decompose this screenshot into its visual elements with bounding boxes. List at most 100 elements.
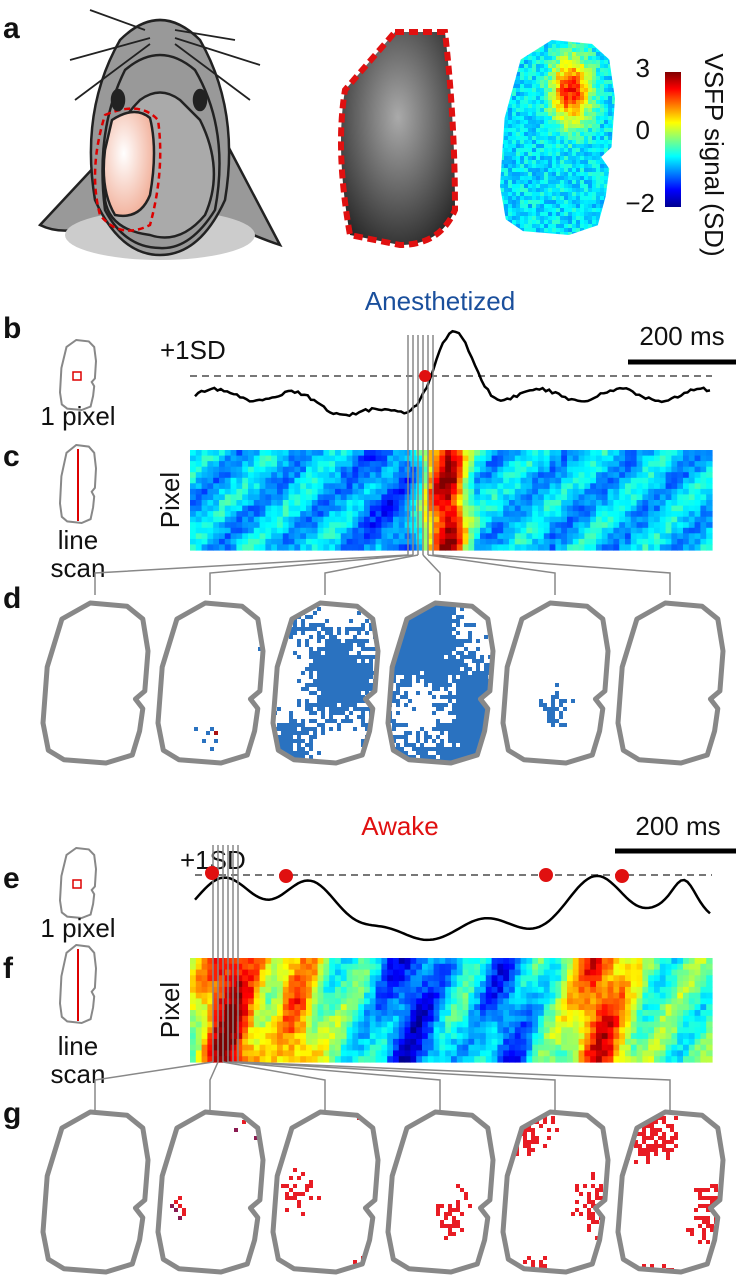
- pixel: [536, 208, 540, 212]
- heatmap-cell: [567, 544, 574, 551]
- pixel: [596, 156, 600, 160]
- pixel: [592, 208, 596, 212]
- heatmap-cell: [265, 494, 272, 501]
- heatmap-cell: [433, 527, 440, 534]
- heatmap-cell: [480, 494, 487, 501]
- pixel: [424, 639, 428, 643]
- pixel: [472, 699, 476, 703]
- pixel: [404, 735, 408, 739]
- heatmap-cell: [294, 1056, 301, 1063]
- pixel: [524, 64, 528, 68]
- heatmap-cell: [358, 461, 365, 468]
- pixel: [576, 92, 580, 96]
- pixel: [452, 671, 456, 675]
- heatmap-cell: [584, 483, 591, 490]
- pixel: [305, 707, 309, 711]
- heatmap-cell: [555, 494, 562, 501]
- heatmap-cell: [636, 461, 643, 468]
- heatmap-cell: [300, 488, 307, 496]
- pixel: [544, 44, 548, 48]
- pixel: [281, 723, 285, 727]
- heatmap-cell: [230, 958, 237, 965]
- heatmap-cell: [335, 527, 342, 534]
- pixel: [428, 647, 432, 651]
- pixel: [568, 92, 572, 96]
- pixel: [440, 631, 444, 635]
- heatmap-cell: [259, 1027, 266, 1034]
- pixel: [333, 687, 337, 691]
- heatmap-cell: [213, 1010, 220, 1017]
- pixel: [520, 132, 524, 136]
- pixel: [556, 44, 560, 48]
- pixel: [552, 144, 556, 148]
- pixel: [520, 192, 524, 196]
- pixel: [392, 611, 396, 615]
- pixel: [440, 619, 444, 623]
- pixel: [540, 192, 544, 196]
- pixel: [580, 220, 584, 224]
- pixel: [512, 148, 516, 152]
- pixel: [396, 743, 400, 747]
- pixel: [592, 72, 596, 76]
- pixel: [560, 112, 564, 116]
- heatmap-cell: [526, 516, 533, 523]
- pixel: [600, 224, 604, 228]
- heatmap-cell: [300, 450, 307, 457]
- heatmap-cell: [398, 505, 406, 512]
- heatmap-cell: [201, 538, 208, 546]
- heatmap-cell: [195, 450, 203, 457]
- pixel: [544, 116, 548, 120]
- pixel: [612, 120, 615, 124]
- pixel: [568, 188, 572, 192]
- pixel: [424, 663, 428, 667]
- heatmap-cell: [201, 522, 208, 529]
- heatmap-cell: [398, 483, 406, 490]
- heatmap-cell: [323, 1056, 330, 1063]
- pixel: [556, 136, 560, 140]
- heatmap-cell: [288, 477, 295, 484]
- heatmap-cell: [335, 1044, 342, 1052]
- pixel: [464, 723, 468, 727]
- pixel: [516, 56, 520, 60]
- heatmap-cell: [317, 975, 324, 982]
- pixel: [404, 611, 408, 615]
- heatmap-cell: [532, 488, 539, 496]
- pixel: [552, 180, 556, 184]
- heatmap-cell: [700, 466, 707, 473]
- pixel: [361, 687, 365, 691]
- heatmap-cell: [549, 472, 556, 479]
- pixel: [424, 739, 428, 743]
- pixel: [472, 659, 476, 663]
- pixel: [440, 643, 444, 647]
- pixel: [564, 144, 568, 148]
- heatmap-cell: [300, 975, 307, 982]
- heatmap-cell: [352, 1044, 359, 1052]
- heatmap-cell: [572, 455, 580, 462]
- heatmap-cell: [265, 998, 272, 1005]
- pixel: [464, 727, 468, 731]
- pixel: [540, 228, 544, 232]
- pixel: [556, 80, 560, 84]
- pixel: [600, 104, 604, 108]
- pixel: [528, 224, 532, 228]
- pixel: [400, 647, 404, 651]
- heatmap-cell: [323, 963, 330, 971]
- heatmap-cell: [306, 494, 313, 501]
- pixel: [273, 627, 277, 631]
- heatmap-cell: [636, 522, 643, 529]
- pixel: [592, 224, 596, 228]
- pixel: [580, 152, 584, 156]
- heatmap-cell: [497, 461, 504, 468]
- pixel: [576, 224, 580, 228]
- pixel: [500, 208, 504, 212]
- pixel: [460, 639, 464, 643]
- heatmap-cell: [596, 450, 603, 457]
- pixel: [432, 623, 436, 627]
- pixel: [345, 655, 349, 659]
- pixel: [556, 52, 560, 56]
- pixel: [576, 80, 580, 84]
- pixel: [357, 655, 361, 659]
- heatmap-cell: [253, 527, 261, 534]
- heatmap-cell: [509, 505, 516, 512]
- pixel: [448, 671, 452, 675]
